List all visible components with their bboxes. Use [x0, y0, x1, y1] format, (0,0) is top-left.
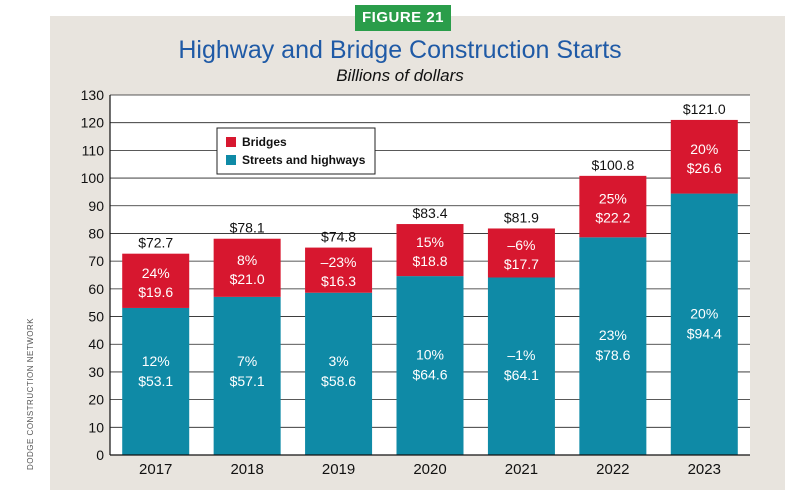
figure-badge: FIGURE 21 — [355, 5, 451, 31]
streets-pct-label: 3% — [328, 353, 348, 369]
y-tick-label: 90 — [88, 198, 104, 214]
streets-value-label: $57.1 — [230, 373, 265, 389]
bar-streets-2019 — [305, 292, 373, 455]
bar-bridges-2020 — [396, 224, 464, 277]
total-label: $74.8 — [321, 229, 356, 245]
bar-bridges-2019 — [305, 247, 373, 293]
streets-pct-label: 20% — [690, 305, 718, 321]
total-label: $72.7 — [138, 235, 173, 251]
bridges-value-label: $21.0 — [230, 271, 265, 287]
bridges-value-label: $19.6 — [138, 284, 173, 300]
legend-label-streets: Streets and highways — [242, 153, 366, 167]
y-tick-label: 120 — [81, 115, 105, 131]
bridges-value-label: $26.6 — [687, 160, 722, 176]
total-label: $100.8 — [591, 157, 634, 173]
streets-pct-label: 7% — [237, 353, 257, 369]
y-tick-label: 10 — [88, 419, 104, 435]
bar-streets-2018 — [213, 296, 281, 455]
streets-pct-label: 10% — [416, 347, 444, 363]
legend-swatch-bridges — [226, 137, 236, 147]
chart-subtitle: Billions of dollars — [336, 66, 464, 85]
streets-pct-label: 12% — [142, 353, 170, 369]
legend-label-bridges: Bridges — [242, 135, 287, 149]
bar-bridges-2017 — [122, 253, 190, 308]
streets-pct-label: 23% — [599, 327, 627, 343]
chart-title: Highway and Bridge Construction Starts — [178, 36, 622, 64]
streets-pct-label: –1% — [507, 347, 535, 363]
y-tick-label: 30 — [88, 364, 104, 380]
bridges-value-label: $17.7 — [504, 256, 539, 272]
bridges-pct-label: 24% — [142, 265, 170, 281]
bridges-value-label: $18.8 — [412, 253, 447, 269]
y-tick-label: 110 — [82, 142, 105, 158]
bar-streets-2021 — [487, 277, 555, 455]
y-tick-label: 130 — [81, 87, 105, 103]
bridges-pct-label: 25% — [599, 191, 627, 207]
x-tick-label: 2019 — [322, 461, 355, 478]
x-tick-label: 2021 — [505, 461, 538, 478]
y-tick-label: 0 — [96, 447, 104, 463]
streets-value-label: $58.6 — [321, 373, 356, 389]
total-label: $81.9 — [504, 209, 539, 225]
y-tick-label: 70 — [88, 253, 104, 269]
bridges-value-label: $16.3 — [321, 273, 356, 289]
bridges-value-label: $22.2 — [595, 210, 630, 226]
streets-value-label: $64.1 — [504, 367, 539, 383]
bridges-pct-label: –23% — [321, 254, 357, 270]
bar-streets-2017 — [122, 307, 190, 455]
total-label: $83.4 — [412, 205, 447, 221]
bar-bridges-2022 — [579, 175, 647, 238]
x-tick-label: 2023 — [688, 461, 721, 478]
legend-swatch-streets — [226, 155, 236, 165]
bridges-pct-label: 8% — [237, 252, 257, 268]
y-tick-label: 60 — [88, 281, 104, 297]
bar-streets-2023 — [670, 193, 738, 456]
bar-bridges-2021 — [487, 228, 555, 278]
streets-value-label: $94.4 — [687, 325, 722, 341]
y-tick-label: 80 — [88, 225, 104, 241]
y-tick-label: 50 — [88, 309, 104, 325]
bar-bridges-2018 — [213, 238, 281, 297]
y-tick-label: 40 — [88, 336, 104, 352]
total-label: $121.0 — [683, 101, 726, 117]
x-tick-label: 2017 — [139, 461, 172, 478]
bridges-pct-label: 20% — [690, 141, 718, 157]
streets-value-label: $53.1 — [138, 373, 173, 389]
y-tick-label: 100 — [81, 170, 105, 186]
x-tick-label: 2020 — [413, 461, 446, 478]
streets-value-label: $78.6 — [595, 347, 630, 363]
total-label: $78.1 — [230, 220, 265, 236]
legend-box — [216, 127, 376, 175]
bar-streets-2020 — [396, 276, 464, 455]
bridges-pct-label: –6% — [507, 237, 535, 253]
x-tick-label: 2022 — [596, 461, 629, 478]
bar-streets-2022 — [579, 237, 647, 455]
bridges-pct-label: 15% — [416, 234, 444, 250]
x-tick-label: 2018 — [230, 461, 263, 478]
streets-value-label: $64.6 — [412, 367, 447, 383]
bar-bridges-2023 — [670, 119, 738, 194]
y-tick-label: 20 — [88, 392, 104, 408]
